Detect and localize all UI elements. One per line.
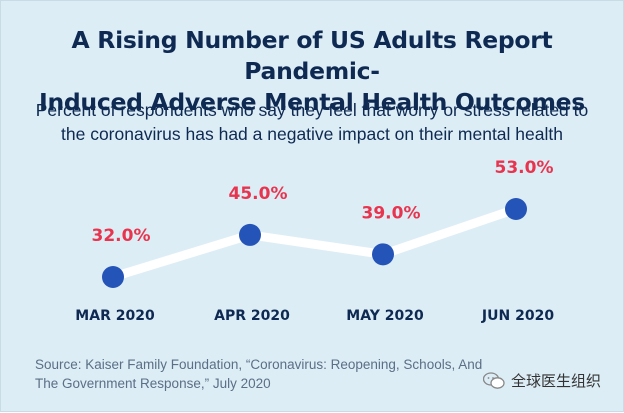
subtitle-line-2: the coronavirus has had a negative impac…: [61, 124, 563, 144]
watermark: 全球医生组织: [482, 370, 601, 391]
source-line-1: Source: Kaiser Family Foundation, “Coron…: [35, 357, 483, 372]
data-point: [102, 266, 124, 288]
data-label: 45.0%: [229, 184, 288, 204]
x-tick-label: APR 2020: [214, 308, 290, 324]
source-note: Source: Kaiser Family Foundation, “Coron…: [35, 355, 515, 393]
x-tick-label: JUN 2020: [481, 308, 554, 324]
chart-title: A Rising Number of US Adults Report Pand…: [11, 25, 613, 118]
chart-subtitle: Percent of respondents who say they feel…: [11, 98, 613, 146]
wechat-icon: [482, 371, 505, 390]
title-line-2: Induced Adverse Mental Health Outcomes: [39, 88, 585, 116]
x-tick-label: MAY 2020: [346, 308, 424, 324]
data-label: 53.0%: [495, 158, 554, 178]
subtitle-line-1: Percent of respondents who say they feel…: [35, 100, 589, 120]
data-label: 39.0%: [362, 203, 421, 223]
data-point: [239, 223, 261, 246]
source-line-2: The Government Response,” July 2020: [35, 376, 271, 391]
watermark-text: 全球医生组织: [510, 373, 601, 390]
data-point: [372, 243, 394, 266]
series-line: [108, 204, 521, 282]
title-line-1: A Rising Number of US Adults Report Pand…: [71, 26, 553, 85]
data-point: [505, 198, 527, 220]
data-label: 32.0%: [92, 226, 151, 246]
x-tick-label: MAR 2020: [75, 308, 155, 324]
